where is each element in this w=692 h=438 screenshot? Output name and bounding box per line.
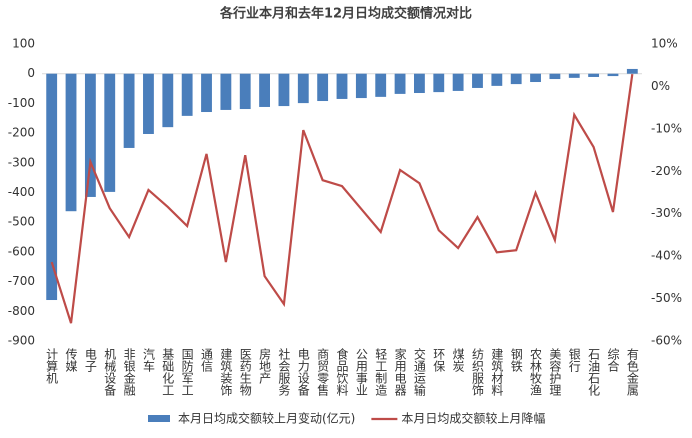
bar [375, 73, 387, 97]
bar [84, 73, 96, 197]
bar [452, 73, 464, 91]
legend-swatch [148, 415, 170, 422]
x-tick-label: 轻工制造 [374, 348, 388, 396]
x-tick-label: 社会服务 [277, 347, 291, 396]
y2-tick-label: -10% [651, 121, 682, 135]
x-tick-label: 通信 [200, 348, 214, 373]
y-tick-label: -900 [8, 334, 35, 348]
chart-title: 各行业本月和去年12月日均成交额情况对比 [219, 6, 472, 22]
bar [394, 73, 406, 94]
bar [65, 73, 77, 212]
x-tick-label: 电子 [83, 348, 97, 372]
bar [278, 73, 290, 107]
bar [143, 73, 154, 134]
bar [626, 68, 638, 74]
x-tick-label: 电力设备 [296, 348, 310, 397]
y-tick-label: -600 [8, 244, 35, 258]
x-tick-label: 汽车 [141, 347, 155, 373]
x-tick-label: 公用事业 [354, 348, 368, 396]
x-tick-label: 机械设备 [103, 348, 117, 397]
y-tick-label: 100 [12, 37, 35, 51]
x-tick-label: 纺织服饰 [470, 348, 484, 396]
bar [568, 73, 580, 78]
x-tick-label: 非银金融 [122, 348, 136, 397]
x-tick-label: 房地产 [258, 347, 272, 385]
x-tick-label: 医药生物 [238, 348, 252, 396]
bar [336, 73, 348, 99]
bar [510, 73, 522, 85]
bar [181, 73, 193, 116]
x-tick-label: 石油石化 [587, 348, 601, 397]
x-tick-label: 美容护理 [548, 348, 562, 396]
bar [433, 73, 445, 93]
bar [162, 73, 174, 128]
y-tick-label: -200 [8, 126, 35, 140]
x-tick-label: 建筑装饰 [219, 348, 233, 396]
x-tick-label: 煤炭 [451, 348, 465, 373]
legend-label: 本月日均成交额较上月降幅 [401, 411, 545, 426]
y-tick-label: -300 [8, 155, 35, 169]
x-tick-label: 家用电器 [393, 347, 407, 397]
bar [220, 73, 232, 110]
bar [588, 73, 600, 77]
x-tick-label: 综合 [606, 348, 620, 372]
x-tick-label: 基础化工 [161, 348, 175, 396]
y-tick-label: 0 [27, 66, 35, 80]
bar [297, 73, 309, 104]
bar [472, 73, 483, 88]
y-tick-label: -100 [8, 96, 35, 110]
y2-tick-label: -50% [651, 291, 682, 305]
x-tick-label: 环保 [432, 348, 446, 372]
legend-label: 本月日均成交额较上月变动(亿元) [178, 411, 355, 426]
bar [259, 73, 270, 107]
y2-tick-label: 0% [651, 79, 670, 93]
bar [530, 73, 541, 83]
y-tick-label: -800 [8, 304, 35, 318]
bar [201, 73, 212, 113]
x-tick-label: 商贸零售 [316, 347, 330, 396]
x-tick-label: 食品饮料 [335, 347, 349, 396]
x-tick-label: 交通运输 [412, 347, 426, 397]
x-tick-label: 传媒 [64, 347, 78, 372]
y-tick-label: -400 [8, 185, 35, 199]
y2-tick-label: -40% [651, 249, 682, 263]
x-tick-label: 国防军工 [180, 348, 194, 396]
y2-tick-label: -30% [651, 206, 682, 220]
y2-tick-label: 10% [651, 37, 678, 51]
bar [123, 73, 135, 148]
x-tick-label: 农林牧渔 [529, 348, 543, 396]
y2-tick-label: -60% [651, 334, 682, 348]
y2-tick-label: -20% [651, 164, 682, 178]
bar [104, 73, 116, 192]
bar [355, 73, 367, 99]
x-tick-label: 银行 [567, 348, 581, 372]
bar [414, 73, 425, 94]
bar [317, 73, 329, 102]
x-tick-label: 有色金属 [625, 348, 639, 397]
y-tick-label: -700 [8, 274, 35, 288]
y-tick-label: -500 [8, 215, 35, 229]
x-tick-label: 钢铁 [509, 348, 523, 372]
x-tick-label: 建筑材料 [490, 348, 504, 396]
bar [607, 73, 619, 77]
bar [549, 73, 561, 80]
bar [46, 73, 58, 301]
line [50, 73, 634, 324]
bar [491, 73, 503, 86]
x-tick-label: 计算机 [45, 348, 59, 384]
bar [239, 73, 251, 110]
